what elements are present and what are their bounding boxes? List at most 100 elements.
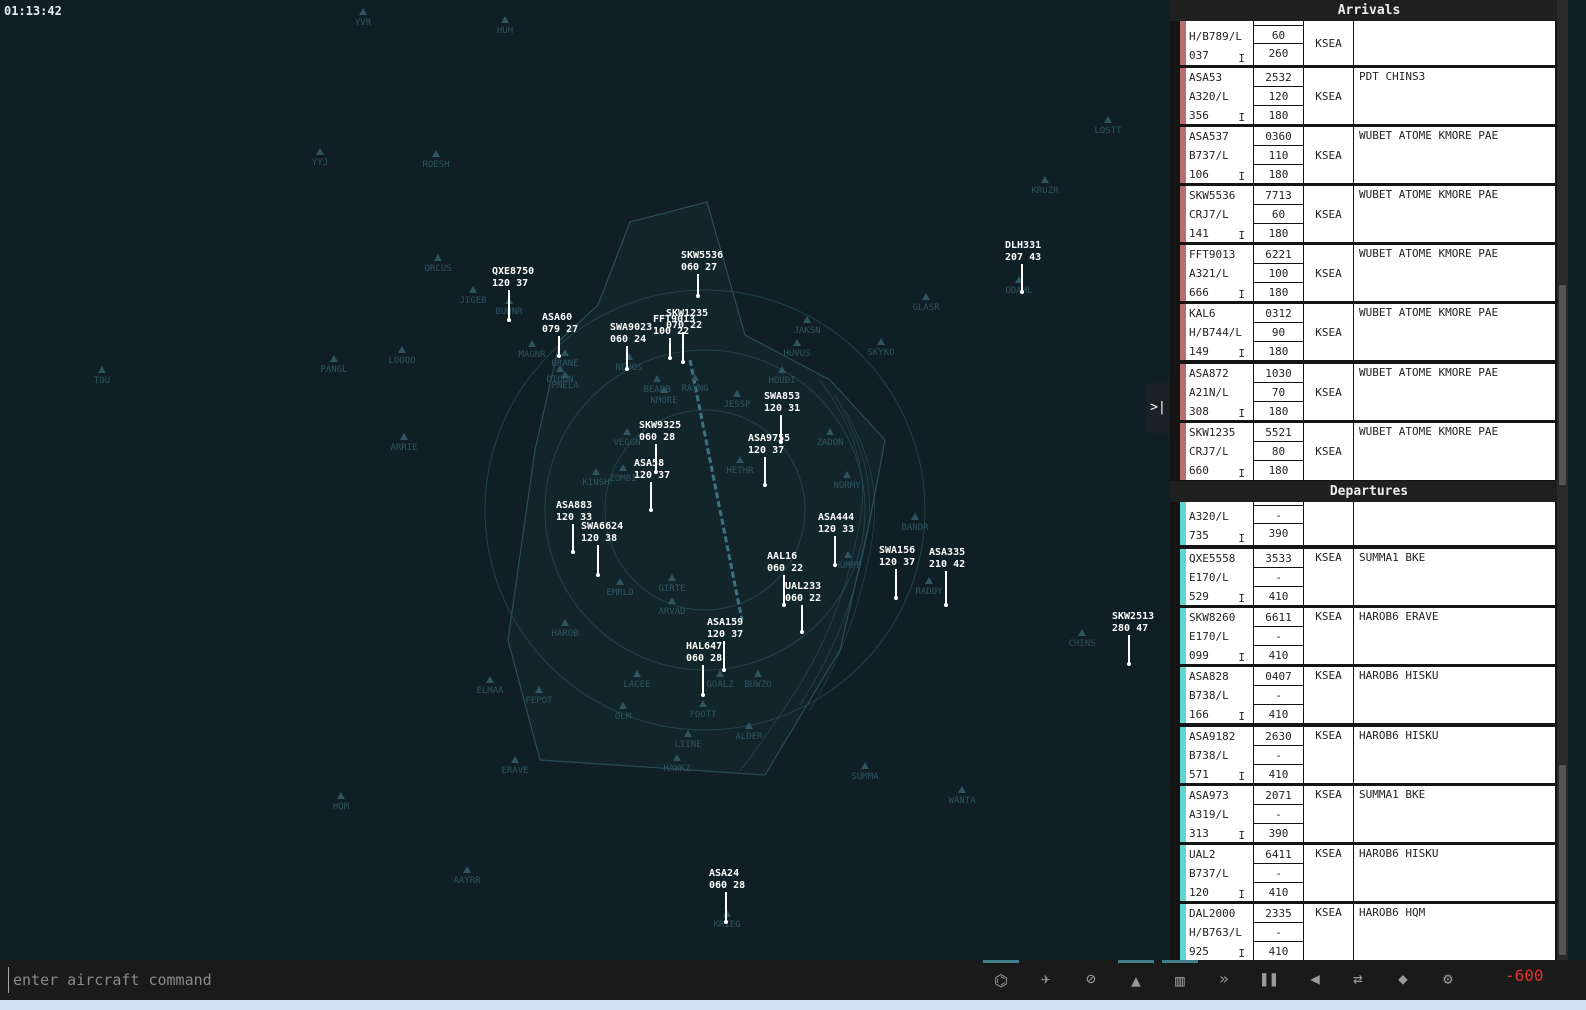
flight-strip-panel[interactable]: Arrivals Departures H/B789/L 037 I 60 26…	[1170, 0, 1568, 960]
aircraft-callsign[interactable]: SWA853	[764, 391, 800, 402]
aircraft-callsign[interactable]: SKW5536	[681, 250, 723, 261]
aircraft-target-icon[interactable]	[894, 596, 898, 600]
aircraft-callsign[interactable]: QXE8750	[492, 266, 534, 277]
strip-callsign: ASA537	[1189, 130, 1229, 143]
aircraft-callsign[interactable]: AAL16	[767, 551, 797, 562]
aircraft-target-icon[interactable]	[625, 367, 629, 371]
aircraft-target-icon[interactable]	[649, 508, 653, 512]
aircraft-target-icon[interactable]	[833, 563, 837, 567]
aircraft-callsign[interactable]: SWA156	[879, 545, 915, 556]
aircraft-target-icon[interactable]	[724, 920, 728, 924]
aircraft-target-icon[interactable]	[596, 573, 600, 577]
aircraft-target-icon[interactable]	[681, 360, 685, 364]
flight-strip[interactable]: KAL6 H/B744/L 149 I 0312 90 180 KSEA WUB…	[1180, 304, 1555, 360]
flight-strip[interactable]: ASA9182 B738/L 571 I 2630 - 410 KSEA HAR…	[1180, 727, 1555, 783]
aircraft-callsign[interactable]: ASA9755	[748, 433, 790, 444]
tutorial-button[interactable]: ◆	[1385, 960, 1421, 998]
aircraft-target-icon[interactable]	[507, 318, 511, 322]
flight-strip[interactable]: ASA828 B738/L 166 I 0407 - 410 KSEA HARO…	[1180, 667, 1555, 723]
aircraft-callsign[interactable]: SKW2513	[1112, 611, 1154, 622]
flight-strip[interactable]: A320/L 735 I - 390	[1180, 502, 1555, 545]
aircraft-callsign[interactable]: ASA60	[542, 312, 572, 323]
pause-button[interactable]: ❚❚	[1251, 960, 1287, 998]
restricted-button[interactable]: ⊘	[1073, 960, 1109, 998]
aircraft-target-icon[interactable]	[557, 354, 561, 358]
aircraft-callsign[interactable]: ASA335	[929, 547, 965, 558]
aircraft-target-icon[interactable]	[668, 356, 672, 360]
flight-strip[interactable]: SKW5536 CRJ7/L 141 I 7713 60 180 KSEA WU…	[1180, 186, 1555, 242]
aircraft-callsign[interactable]: ASA58	[634, 458, 664, 469]
aircraft-target-icon[interactable]	[571, 550, 575, 554]
fast-forward-button[interactable]: »	[1206, 960, 1242, 998]
flight-strip[interactable]: ASA973 A319/L 313 I 2071 - 390 KSEA SUMM…	[1180, 786, 1555, 842]
aircraft-target-icon[interactable]	[782, 603, 786, 607]
aircraft-callsign[interactable]: ASA159	[707, 617, 743, 628]
aircraft-target-icon[interactable]	[1020, 290, 1024, 294]
flight-strip[interactable]: H/B789/L 037 I 60 260 KSEA	[1180, 21, 1555, 65]
flight-strip[interactable]: UAL2 B737/L 120 I 6411 - 410 KSEA HAROB6…	[1180, 845, 1555, 901]
traffic-button[interactable]: ⌬	[983, 960, 1019, 998]
aircraft-callsign[interactable]: ASA883	[556, 500, 592, 511]
aircraft-target-icon[interactable]	[722, 668, 726, 672]
aircraft-target-icon[interactable]	[654, 470, 658, 474]
aircraft-callsign[interactable]: UAL233	[785, 581, 821, 592]
swap-button[interactable]: ⇄	[1340, 960, 1376, 998]
flight-strip[interactable]: SKW8260 E170/L 099 I 6611 - 410 KSEA HAR…	[1180, 608, 1555, 664]
speaker-button[interactable]: ◀	[1297, 960, 1333, 998]
gear-button[interactable]: ⚙	[1430, 960, 1466, 998]
aircraft-command-input[interactable]	[8, 967, 908, 993]
radar-scope[interactable]: YVRHUHYYJROESHLOSTTKRUZRORCUSJIGEBBUHNRP…	[0, 0, 1170, 960]
aircraft-callsign[interactable]: SWA6624	[581, 521, 623, 532]
flight-strip[interactable]: SKW1235 CRJ7/L 660 I 5521 80 180 KSEA WU…	[1180, 423, 1555, 480]
flight-strip[interactable]: ASA53 A320/L 356 I 2532 120 180 KSEA PDT…	[1180, 68, 1555, 124]
aircraft-callsign[interactable]: ASA24	[709, 868, 739, 879]
aircraft-target-icon[interactable]	[944, 603, 948, 607]
aircraft-target-icon[interactable]	[779, 440, 783, 444]
aircraft-target-icon[interactable]	[763, 483, 767, 487]
flight-strip[interactable]: FFT9013 A321/L 666 I 6221 100 180 KSEA W…	[1180, 245, 1555, 301]
terrain-button[interactable]: ▲	[1118, 960, 1154, 998]
flight-strip[interactable]: ASA537 B737/L 106 I 0360 110 180 KSEA WU…	[1180, 127, 1555, 183]
aircraft-target-icon[interactable]	[701, 693, 705, 697]
aircraft-callsign[interactable]: HAL647	[686, 641, 722, 652]
aircraft-target-icon[interactable]	[696, 294, 700, 298]
map-button[interactable]: ▥	[1162, 960, 1198, 998]
aircraft-callsign[interactable]: SWA9023	[610, 322, 652, 333]
aircraft-callsign[interactable]: ASA444	[818, 512, 854, 523]
aircraft-callsign[interactable]: SKW1235	[666, 308, 708, 319]
strip-cruise-altitude: 260	[1268, 47, 1289, 60]
strip-panel-scrollbar[interactable]	[1557, 0, 1568, 960]
airplane-button[interactable]: ✈	[1028, 960, 1064, 998]
flight-strip[interactable]: ASA872 A21N/L 308 I 1030 70 180 KSEA WUB…	[1180, 364, 1555, 420]
flight-strip[interactable]: DAL2000 H/B763/L 925 I 2335 - 410 KSEA H…	[1180, 904, 1555, 960]
collapse-strip-panel-button[interactable]: >|	[1146, 383, 1170, 433]
aircraft-target-icon[interactable]	[800, 630, 804, 634]
aircraft-target-icon[interactable]	[1127, 662, 1131, 666]
aircraft-callsign[interactable]: FFT9013	[653, 314, 695, 325]
aircraft-callsign[interactable]: SKW9325	[639, 420, 681, 431]
aircraft-callsign[interactable]: DLH331	[1005, 240, 1041, 251]
flight-strip[interactable]: QXE5558 E170/L 529 I 3533 - 410 KSEA SUM…	[1180, 549, 1555, 605]
